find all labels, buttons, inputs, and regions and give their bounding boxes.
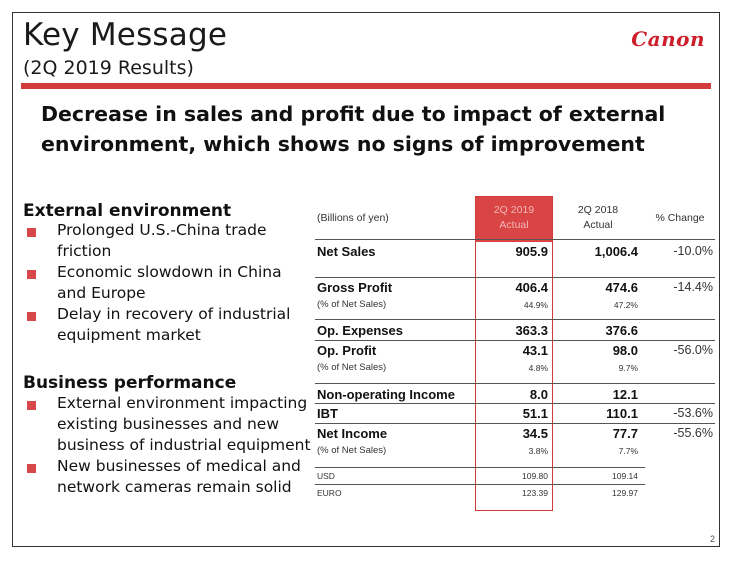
header-line: 2Q 2018 [577, 204, 619, 216]
cell-2019: 363.3 [515, 323, 548, 338]
table-divider [315, 277, 715, 278]
key-message-headline: Decrease in sales and profit due to impa… [41, 102, 666, 156]
bullet-line: business of industrial equipment [57, 436, 311, 454]
page-subtitle: (2Q 2019 Results) [23, 57, 194, 79]
row-label-op-profit: Op. Profit [317, 343, 377, 358]
table-divider [315, 340, 715, 341]
cell-2018: 12.1 [612, 387, 638, 402]
bullet-item: New businesses of medical and network ca… [57, 456, 301, 498]
highlight-2019-column [475, 196, 553, 511]
cell-2019: 43.1 [522, 343, 548, 358]
cell-change: -55.6% [673, 426, 713, 440]
row-label-op-expenses: Op. Expenses [317, 323, 403, 338]
row-label-ibt: IBT [317, 406, 338, 421]
bullet-line: Delay in recovery of industrial [57, 305, 291, 323]
table-divider [315, 319, 715, 320]
cell-2019: 4.8% [528, 363, 548, 373]
bullet-marker [27, 464, 36, 473]
cell-change: -56.0% [673, 343, 713, 357]
header-line: Actual [499, 219, 529, 231]
bullet-line: Prolonged U.S.-China trade [57, 221, 267, 239]
slide: Key Message (2Q 2019 Results) Canon Decr… [12, 12, 720, 547]
table-divider [315, 423, 715, 424]
row-label-non-op: Non-operating Income [317, 387, 455, 402]
bullet-line: and Europe [57, 284, 146, 302]
row-label-ni-ratio: (% of Net Sales) [317, 445, 387, 456]
cell-2018: 376.6 [605, 323, 638, 338]
table-divider [315, 484, 645, 485]
header-line: Actual [583, 219, 613, 231]
bullet-line: existing businesses and new [57, 415, 280, 433]
bullet-item: External environment impacting existing … [57, 393, 311, 456]
bullet-item: Delay in recovery of industrial equipmen… [57, 304, 290, 346]
cell-2018: 98.0 [612, 343, 638, 358]
header-line: 2Q 2019 [493, 204, 535, 216]
bullet-marker [27, 228, 36, 237]
business-performance-title: Business performance [23, 373, 237, 393]
table-unit-label: (Billions of yen) [317, 212, 389, 224]
cell-2019: 8.0 [529, 387, 548, 402]
header-divider [21, 83, 711, 89]
bullet-line: New businesses of medical and [57, 457, 301, 475]
bullet-marker [27, 270, 36, 279]
page-title: Key Message [23, 17, 228, 53]
column-header-2q2018: 2Q 2018 Actual [563, 203, 633, 233]
cell-2019: 51.1 [522, 406, 548, 421]
row-label-usd: USD [317, 471, 335, 481]
page-number: 2 [709, 534, 715, 544]
row-label-gross-profit: Gross Profit [317, 280, 393, 295]
bullet-line: friction [57, 242, 112, 260]
table-divider [315, 467, 645, 468]
cell-2019: 905.9 [515, 244, 548, 259]
row-label-op-ratio: (% of Net Sales) [317, 362, 387, 373]
cell-2018: 110.1 [606, 406, 638, 421]
cell-change: -10.0% [673, 244, 713, 258]
canon-logo: Canon [631, 27, 705, 51]
bullet-item: Economic slowdown in China and Europe [57, 262, 282, 304]
column-header-change: % Change [655, 212, 705, 224]
bullet-line: equipment market [57, 326, 201, 344]
row-label-net-income: Net Income [317, 426, 388, 441]
bullet-item: Prolonged U.S.-China trade friction [57, 220, 267, 262]
table-divider [315, 383, 715, 384]
cell-change: -53.6% [673, 406, 713, 420]
cell-2019: 406.4 [515, 280, 548, 295]
column-header-2q2019: 2Q 2019 Actual [475, 196, 553, 242]
row-label-net-sales: Net Sales [317, 244, 376, 259]
cell-2019: 3.8% [528, 446, 548, 456]
cell-2019: 34.5 [522, 426, 548, 441]
bullet-line: External environment impacting [57, 394, 308, 412]
cell-2018: 77.7 [612, 426, 638, 441]
cell-2019: 109.80 [522, 471, 548, 481]
cell-2018: 9.7% [618, 363, 638, 373]
cell-2018: 109.14 [612, 471, 638, 481]
cell-2018: 1,006.4 [594, 244, 638, 259]
table-divider [315, 239, 715, 240]
cell-2018: 129.97 [612, 488, 638, 498]
bullet-marker [27, 312, 36, 321]
cell-2018: 7.7% [618, 446, 638, 456]
table-divider [315, 403, 715, 404]
bullet-line: Economic slowdown in China [57, 263, 282, 281]
row-label-euro: EURO [317, 488, 342, 498]
bullet-line: network cameras remain solid [57, 478, 292, 496]
row-label-gp-ratio: (% of Net Sales) [317, 299, 387, 310]
cell-change: -14.4% [673, 280, 713, 294]
cell-2018: 474.6 [605, 280, 638, 295]
cell-2019: 123.39 [522, 488, 548, 498]
external-environment-title: External environment [23, 201, 232, 221]
cell-2019: 44.9% [523, 300, 548, 310]
bullet-marker [27, 401, 36, 410]
cell-2018: 47.2% [613, 300, 638, 310]
